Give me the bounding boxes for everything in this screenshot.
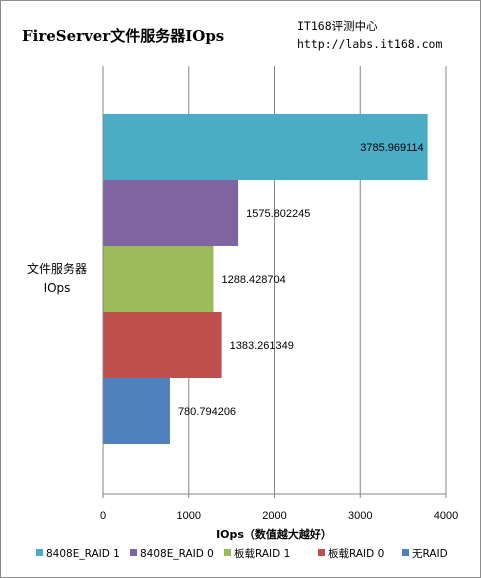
- category-label-2: IOps: [44, 281, 71, 295]
- tick-label-0: 0: [100, 510, 106, 522]
- bar-4: [103, 312, 222, 378]
- tick-label-1000: 1000: [177, 510, 201, 522]
- legend: 8408E_RAID 1 8408E_RAID 0 板载RAID 1 板载RAID 0…: [36, 547, 448, 560]
- legend-label-3: 板载RAID 1: [234, 547, 290, 560]
- bar-1: [103, 114, 428, 180]
- legend-swatch-3: [224, 549, 231, 556]
- data-label-1: 3785.969114: [360, 142, 423, 154]
- bar-2: [103, 180, 239, 246]
- bar-5: [103, 378, 170, 444]
- legend-swatch-2: [130, 549, 137, 556]
- x-ticks: 0 1000 2000 3000 4000: [100, 494, 458, 522]
- data-label-2: 1575.802245: [246, 208, 310, 220]
- legend-label-1: 8408E_RAID 1: [46, 548, 120, 560]
- chart-title: FireServer文件服务器IOps: [22, 27, 224, 45]
- source-line-2: http://labs.it168.com: [297, 37, 442, 51]
- tick-label-2000: 2000: [262, 510, 286, 522]
- legend-swatch-1: [36, 549, 43, 556]
- bar-3: [103, 246, 214, 312]
- legend-label-2: 8408E_RAID 0: [140, 548, 214, 560]
- bars: 3785.969114 1575.802245 1288.428704 1383.26…: [103, 114, 428, 444]
- tick-label-3000: 3000: [348, 510, 372, 522]
- data-label-5: 780.794206: [178, 406, 236, 418]
- legend-swatch-5: [402, 549, 409, 556]
- data-label-4: 1383.261349: [230, 340, 294, 352]
- category-label-1: 文件服务器: [27, 261, 87, 276]
- x-axis-label: IOps（数值越大越好）: [216, 527, 332, 541]
- legend-swatch-4: [318, 549, 325, 556]
- source-line-1: IT168评测中心: [297, 19, 378, 33]
- legend-label-4: 板载RAID 0: [328, 547, 384, 560]
- tick-label-4000: 4000: [434, 510, 458, 522]
- legend-label-5: 无RAID: [412, 548, 448, 560]
- data-label-3: 1288.428704: [221, 274, 285, 286]
